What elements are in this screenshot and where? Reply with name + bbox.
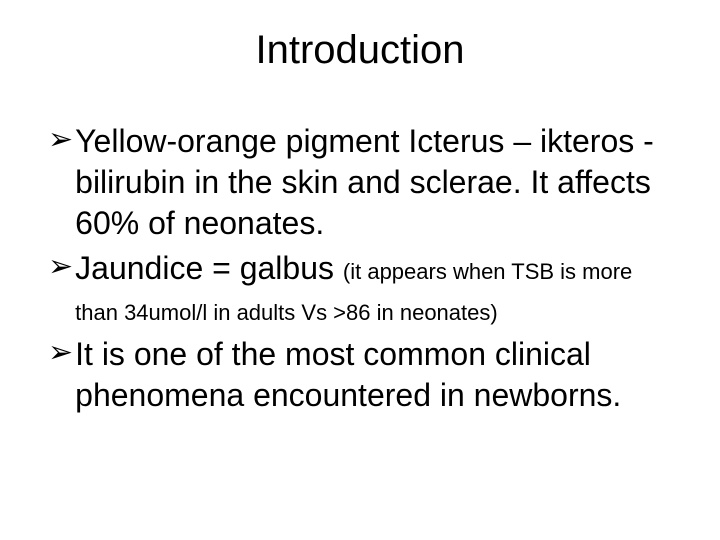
slide-container: Introduction ➢ Yellow-orange pigment Ict… (0, 0, 720, 540)
bullet-text: Yellow-orange pigment Icterus – ikteros … (75, 121, 672, 244)
bullet-item: ➢ Jaundice = galbus (it appears when TSB… (48, 248, 672, 330)
bullet-item: ➢ Yellow-orange pigment Icterus – iktero… (48, 121, 672, 244)
arrow-bullet-icon: ➢ (48, 334, 73, 372)
slide-title: Introduction (40, 28, 680, 73)
arrow-bullet-icon: ➢ (48, 121, 73, 159)
bullet-text: Jaundice = galbus (it appears when TSB i… (75, 248, 672, 330)
bullet-main-text: Jaundice = galbus (75, 250, 343, 286)
bullet-item: ➢ It is one of the most common clinical … (48, 334, 672, 416)
arrow-bullet-icon: ➢ (48, 248, 73, 286)
bullet-text: It is one of the most common clinical ph… (75, 334, 672, 416)
bullet-main-text: It is one of the most common clinical ph… (75, 336, 621, 413)
bullet-main-text: Yellow-orange pigment Icterus – ikteros … (75, 123, 654, 241)
slide-content: ➢ Yellow-orange pigment Icterus – iktero… (40, 121, 680, 416)
